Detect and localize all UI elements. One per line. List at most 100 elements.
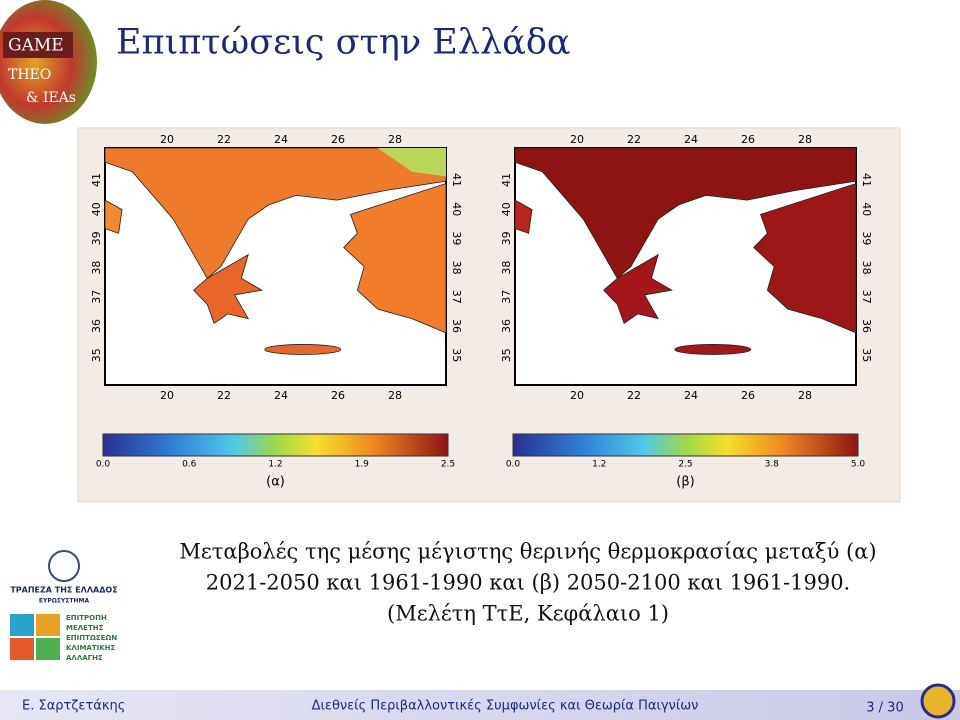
top-tick-label: 26 <box>741 133 755 146</box>
right-tick-label: 40 <box>450 202 463 216</box>
left-tick-label: 39 <box>500 231 513 245</box>
top-tick-label: 22 <box>217 133 231 146</box>
committee-icon <box>10 638 34 660</box>
bottom-tick-label: 24 <box>684 389 698 402</box>
left-tick-label: 39 <box>90 231 103 245</box>
land <box>377 148 446 177</box>
logo-text: THEO <box>8 67 51 83</box>
top-tick-label: 28 <box>388 133 402 146</box>
top-tick-label: 28 <box>798 133 812 146</box>
bottom-tick-label: 22 <box>217 389 231 402</box>
bottom-tick-label: 24 <box>274 389 288 402</box>
right-tick-label: 41 <box>860 173 873 187</box>
left-tick-label: 35 <box>500 348 513 362</box>
right-tick-label: 38 <box>450 261 463 275</box>
colorbar-tick-label: 1.2 <box>268 460 282 470</box>
right-tick-label: 35 <box>450 348 463 362</box>
right-tick-label: 39 <box>450 231 463 245</box>
colorbar-tick-label: 3.8 <box>765 460 780 470</box>
left-tick-label: 35 <box>90 348 103 362</box>
logo-text: GAME <box>8 36 64 56</box>
left-tick-label: 36 <box>90 319 103 333</box>
right-tick-label: 35 <box>860 348 873 362</box>
colorbar-tick-label: 2.5 <box>678 460 692 470</box>
caption-line: 2021-2050 και 1961-1990 και (β) 2050-210… <box>206 571 850 595</box>
colorbar <box>102 433 449 457</box>
land <box>104 199 123 234</box>
colorbar-tick-label: 2.5 <box>441 460 455 470</box>
bottom-tick-label: 28 <box>798 389 812 402</box>
logo-text: & IEAs <box>26 90 76 106</box>
top-tick-label: 24 <box>274 133 288 146</box>
right-tick-label: 41 <box>450 173 463 187</box>
left-tick-label: 41 <box>90 173 103 187</box>
top-tick-label: 22 <box>627 133 641 146</box>
land <box>343 183 447 334</box>
top-tick-label: 20 <box>160 133 174 146</box>
land <box>193 253 264 325</box>
caption-line: (Μελέτη ΤτΕ, Κεφάλαιο 1) <box>387 602 669 626</box>
colorbar <box>512 433 859 457</box>
right-tick-label: 37 <box>860 290 873 304</box>
land <box>514 147 857 279</box>
committee-name: ΕΠΙΤΡΟΠΗ <box>66 614 107 622</box>
footer-author: Ε. Σαρτζετάκης <box>22 699 125 714</box>
land <box>104 147 447 279</box>
panel-label: (β) <box>676 475 694 490</box>
bank-name: ΤΡΑΠΕΖΑ ΤΗΣ ΕΛΛΑΔΟΣ <box>10 586 117 595</box>
map-panel: 20 20 22 22 24 24 26 26 28 28 41 41 40 40 39 39 38 38 37 37… <box>90 133 463 490</box>
top-tick-label: 24 <box>684 133 698 146</box>
right-tick-label: 37 <box>450 290 463 304</box>
land <box>603 253 674 325</box>
committee-name: ΚΛΙΜΑΤΙΚΗΣ <box>66 644 115 652</box>
bottom-tick-label: 20 <box>160 389 174 402</box>
left-tick-label: 41 <box>500 173 513 187</box>
left-tick-label: 37 <box>90 290 103 304</box>
colorbar-tick-label: 1.2 <box>592 460 606 470</box>
land <box>514 199 533 234</box>
university-seal <box>920 683 956 719</box>
top-tick-label: 20 <box>570 133 584 146</box>
panel-label: (α) <box>266 475 285 490</box>
left-tick-label: 40 <box>500 202 513 216</box>
bottom-tick-label: 20 <box>570 389 584 402</box>
footer-page: 3 / 30 <box>866 701 903 716</box>
left-tick-label: 37 <box>500 290 513 304</box>
bank-name: ΕΥΡΩΣΥΣΤΗΜΑ <box>39 598 90 605</box>
bottom-tick-label: 26 <box>741 389 755 402</box>
left-tick-label: 36 <box>500 319 513 333</box>
committee-name: ΜΕΛΕΤΗΣ <box>66 624 104 632</box>
game-theory-logo: GAME THEO & IEAs <box>0 0 97 124</box>
crete <box>264 344 342 355</box>
committee-icon <box>10 614 34 636</box>
footer-title: Διεθνείς Περιβαλλοντικές Συμφωνίες και Θ… <box>312 699 699 714</box>
land <box>753 183 857 334</box>
committee-name: ΑΛΛΑΓΗΣ <box>66 654 103 662</box>
left-tick-label: 38 <box>90 261 103 275</box>
colorbar-tick-label: 5.0 <box>851 460 866 470</box>
committee-name: ΕΠΙΠΤΩΣΕΩΝ <box>66 634 117 642</box>
left-tick-label: 40 <box>90 202 103 216</box>
bank-emblem <box>48 550 80 582</box>
committee-icon <box>36 614 60 636</box>
footer-bar <box>0 690 960 720</box>
crete <box>674 344 752 355</box>
right-tick-label: 36 <box>450 319 463 333</box>
bottom-tick-label: 26 <box>331 389 345 402</box>
bottom-tick-label: 22 <box>627 389 641 402</box>
left-tick-label: 38 <box>500 261 513 275</box>
committee-icon <box>36 638 60 660</box>
colorbar-tick-label: 0.6 <box>182 460 197 470</box>
top-tick-label: 26 <box>331 133 345 146</box>
caption-line: Μεταβολές της μέσης μέγιστης θερινής θερ… <box>179 540 876 564</box>
bottom-tick-label: 28 <box>388 389 402 402</box>
map-panel: 20 20 22 22 24 24 26 26 28 28 41 41 40 40 39 39 38 38 37 37… <box>500 133 873 490</box>
right-tick-label: 40 <box>860 202 873 216</box>
colorbar-tick-label: 1.9 <box>355 460 370 470</box>
right-tick-label: 39 <box>860 231 873 245</box>
right-tick-label: 36 <box>860 319 873 333</box>
slide-title: Επιπτώσεις στην Ελλάδα <box>116 23 571 63</box>
colorbar-tick-label: 0.0 <box>96 460 111 470</box>
right-tick-label: 38 <box>860 261 873 275</box>
